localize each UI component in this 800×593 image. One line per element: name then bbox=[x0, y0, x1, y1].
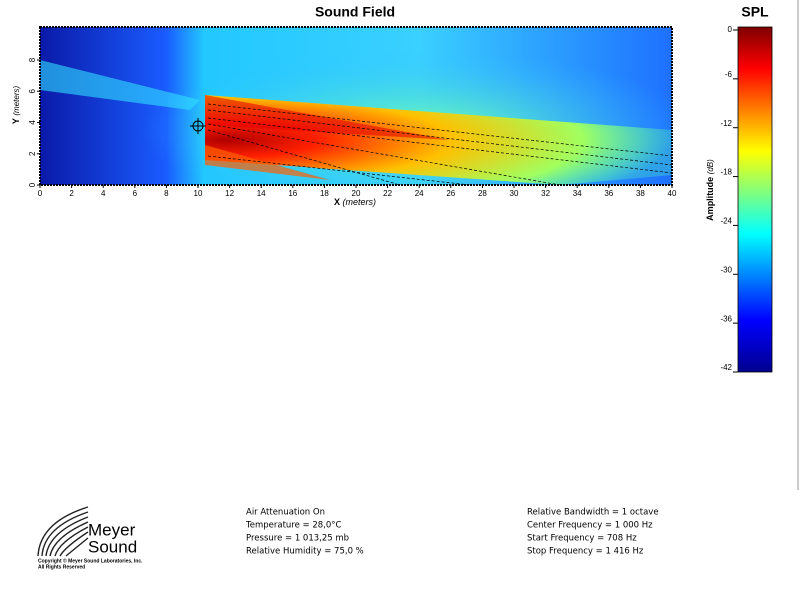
y-tick-label: 0 bbox=[28, 182, 37, 187]
x-tick-label: 18 bbox=[320, 189, 329, 198]
colorbar-ticks: 0 -6 -12 -18 -24 -30 -36 -42 bbox=[720, 25, 738, 373]
logo-line2: Sound bbox=[88, 537, 137, 556]
x-tick-label: 14 bbox=[257, 189, 266, 198]
x-tick-label: 28 bbox=[478, 189, 487, 198]
y-tick-label: 4 bbox=[28, 120, 37, 125]
y-tick-label: 6 bbox=[28, 88, 37, 93]
x-tick-label: 16 bbox=[288, 189, 297, 198]
x-tick-label: 38 bbox=[636, 189, 645, 198]
info-line: Air Attenuation On bbox=[246, 508, 325, 518]
x-tick-label: 8 bbox=[164, 189, 169, 198]
x-tick-label: 12 bbox=[225, 189, 234, 198]
colorbar-title: SPL bbox=[741, 4, 769, 20]
colorbar-tick-label: -12 bbox=[720, 119, 732, 128]
info-line: Relative Bandwidth = 1 octave bbox=[527, 508, 659, 518]
x-tick-label: 26 bbox=[446, 189, 455, 198]
x-tick-label: 34 bbox=[573, 189, 582, 198]
colorbar-tick-label: 0 bbox=[728, 25, 733, 34]
frequency-info: Relative Bandwidth = 1 octave Center Freq… bbox=[527, 508, 659, 557]
y-ticks: 0 2 4 6 8 bbox=[28, 57, 40, 187]
conditions: Air Attenuation On Temperature = 28,0°C Pr… bbox=[245, 508, 364, 557]
x-tick-label: 20 bbox=[352, 189, 361, 198]
y-tick-label: 2 bbox=[28, 151, 37, 156]
info-line: Relative Humidity = 75,0 % bbox=[246, 547, 364, 557]
info-line: Pressure = 1 013,25 mb bbox=[246, 534, 349, 544]
x-tick-label: 2 bbox=[69, 189, 74, 198]
colorbar-tick-label: -30 bbox=[720, 265, 732, 274]
x-tick-label: 0 bbox=[38, 189, 43, 198]
y-tick-label: 8 bbox=[28, 57, 37, 62]
colorbar-tick-label: -18 bbox=[720, 168, 732, 177]
info-line: Start Frequency = 708 Hz bbox=[527, 534, 637, 544]
colorbar-label: Amplitude (dB) bbox=[705, 159, 715, 221]
colorbar-tick-label: -24 bbox=[720, 217, 732, 226]
info-line: Center Frequency = 1 000 Hz bbox=[527, 521, 653, 531]
sound-field bbox=[40, 27, 672, 185]
logo-line1: Meyer bbox=[88, 520, 136, 539]
rights: All Rights Reserved bbox=[38, 564, 85, 570]
x-tick-label: 24 bbox=[415, 189, 424, 198]
x-tick-label: 30 bbox=[510, 189, 519, 198]
colorbar-tick-label: -36 bbox=[720, 314, 732, 323]
x-tick-label: 6 bbox=[133, 189, 138, 198]
info-line: Temperature = 28,0°C bbox=[245, 521, 342, 531]
x-tick-label: 32 bbox=[541, 189, 550, 198]
x-tick-label: 40 bbox=[668, 189, 677, 198]
colorbar bbox=[737, 26, 773, 373]
logo: Meyer Sound Copyright © Meyer Sound Labo… bbox=[37, 506, 143, 570]
x-ticks: 0 2 4 6 8 10 12 14 16 18 20 22 24 26 28 30 32 34 36 38 40 bbox=[38, 185, 677, 198]
x-tick-label: 22 bbox=[383, 189, 392, 198]
x-axis-label: X (meters) bbox=[334, 197, 376, 207]
colorbar-tick-label: -6 bbox=[725, 70, 733, 79]
x-tick-label: 10 bbox=[194, 189, 203, 198]
title: Sound Field bbox=[315, 4, 395, 20]
copyright: Copyright © Meyer Sound Laboratories, In… bbox=[38, 557, 143, 564]
y-axis-label: Y (meters) bbox=[11, 86, 21, 125]
colorbar-tick-label: -42 bbox=[720, 363, 732, 372]
x-tick-label: 36 bbox=[604, 189, 613, 198]
x-tick-label: 4 bbox=[101, 189, 106, 198]
info-line: Stop Frequency = 1 416 Hz bbox=[527, 547, 644, 557]
